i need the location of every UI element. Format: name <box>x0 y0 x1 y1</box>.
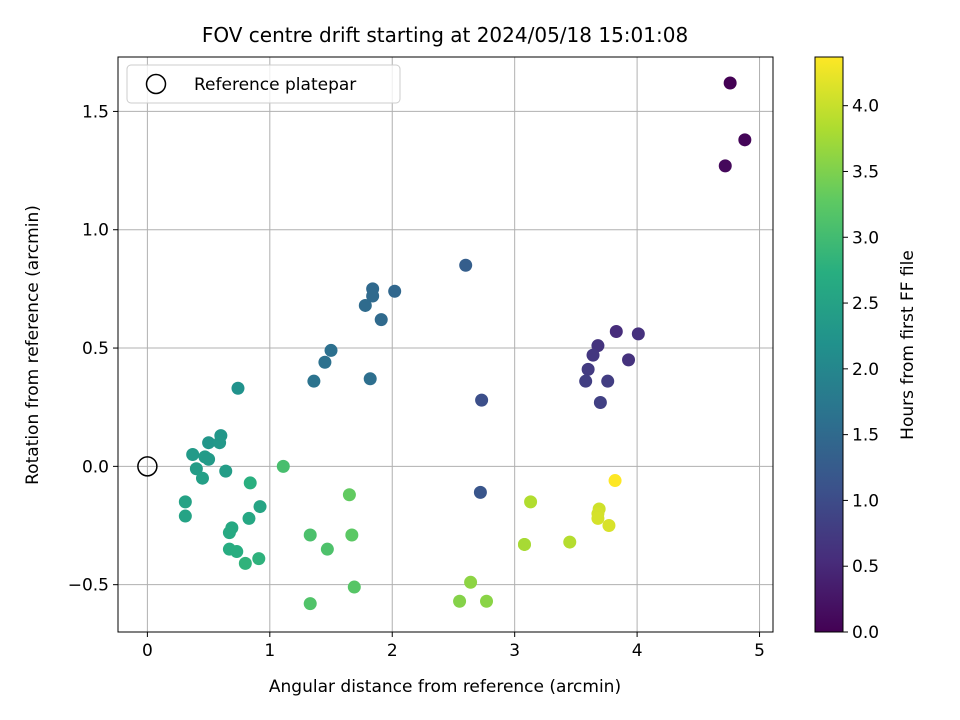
data-point <box>213 436 227 450</box>
reference-marker-layer <box>137 456 158 477</box>
data-point <box>593 395 607 409</box>
data-point <box>602 519 616 533</box>
y-tick-label: −0.5 <box>68 576 109 596</box>
data-point <box>586 348 600 362</box>
reference-platepar-marker <box>137 456 158 477</box>
colorbar-tick-label: 1.5 <box>852 426 879 446</box>
data-point <box>324 343 338 357</box>
colorbar-tick-label: 2.0 <box>852 360 879 380</box>
x-tick-label: 1 <box>264 641 275 661</box>
data-point <box>358 298 372 312</box>
data-point <box>563 535 577 549</box>
colorbar-axis: 0.0 0.5 1.0 1.5 2.0 2.5 3.0 3.5 4.0 <box>843 97 879 643</box>
data-point <box>303 528 317 542</box>
colorbar-tick-label: 0.0 <box>852 623 879 643</box>
data-point <box>622 353 636 367</box>
data-point <box>579 374 593 388</box>
data-point <box>219 464 233 478</box>
data-point <box>276 459 290 473</box>
data-point <box>242 511 256 525</box>
x-tick-label: 2 <box>387 641 398 661</box>
data-point <box>459 258 473 272</box>
data-point <box>363 372 377 386</box>
data-point <box>453 594 467 608</box>
x-axis: 0 1 2 3 4 5 <box>142 632 765 661</box>
legend-marker-icon <box>145 73 167 95</box>
data-point <box>524 495 538 509</box>
data-points <box>178 76 752 611</box>
colorbar-tick-label: 1.0 <box>852 491 879 511</box>
data-point <box>318 355 332 369</box>
data-point <box>475 393 489 407</box>
x-tick-label: 0 <box>142 641 153 661</box>
data-point <box>366 289 380 303</box>
data-point <box>320 542 334 556</box>
data-point <box>473 485 487 499</box>
data-point <box>178 509 192 523</box>
data-point <box>581 362 595 376</box>
data-point <box>723 76 737 90</box>
data-point <box>738 133 752 147</box>
y-axis-label: Rotation from reference (arcmin) <box>23 205 43 485</box>
data-point <box>303 597 317 611</box>
colorbar-gradient <box>814 56 844 633</box>
legend-box <box>126 64 401 104</box>
x-tick-label: 4 <box>632 641 643 661</box>
data-point <box>345 528 359 542</box>
grid <box>118 57 773 632</box>
y-tick-label: 0.0 <box>82 457 109 477</box>
colorbar-tick-label: 4.0 <box>852 97 879 117</box>
data-point <box>464 575 478 589</box>
data-point <box>347 580 361 594</box>
colorbar-tick-label: 3.0 <box>852 228 879 248</box>
data-point <box>388 284 402 298</box>
data-point <box>230 545 244 559</box>
data-point <box>342 488 356 502</box>
data-point <box>222 526 236 540</box>
data-point <box>591 511 605 525</box>
colorbar: 0.0 0.5 1.0 1.5 2.0 2.5 3.0 3.5 4.0 Hours from f… <box>814 56 918 643</box>
legend-label: Reference platepar <box>194 75 356 95</box>
colorbar-tick-label: 2.5 <box>852 294 879 314</box>
data-point <box>718 159 732 173</box>
chart-title: FOV centre drift starting at 2024/05/18 … <box>202 23 688 47</box>
colorbar-tick-label: 3.5 <box>852 162 879 182</box>
colorbar-tick-label: 0.5 <box>852 557 879 577</box>
data-point <box>202 436 216 450</box>
x-tick-label: 3 <box>509 641 520 661</box>
x-axis-label: Angular distance from reference (arcmin) <box>269 677 621 697</box>
x-tick-label: 5 <box>754 641 765 661</box>
data-point <box>480 594 494 608</box>
data-point <box>231 381 245 395</box>
data-point <box>252 552 266 566</box>
data-point <box>189 462 203 476</box>
data-point <box>186 448 200 462</box>
plot-frame <box>117 56 774 633</box>
data-point <box>243 476 257 490</box>
y-tick-label: 0.5 <box>82 339 109 359</box>
y-tick-label: 1.5 <box>82 102 109 122</box>
data-point <box>307 374 321 388</box>
data-point <box>195 471 209 485</box>
data-point <box>202 452 216 466</box>
data-point <box>609 324 623 338</box>
data-point <box>238 556 252 570</box>
data-point <box>253 500 267 514</box>
legend: Reference platepar <box>126 64 401 104</box>
y-axis: −0.5 0.0 0.5 1.0 1.5 <box>68 102 118 596</box>
colorbar-label: Hours from first FF file <box>898 250 918 440</box>
data-point <box>608 474 622 488</box>
data-point <box>601 374 615 388</box>
data-point <box>374 313 388 327</box>
data-point <box>631 327 645 341</box>
y-tick-label: 1.0 <box>82 221 109 241</box>
data-point <box>178 495 192 509</box>
data-point <box>517 537 531 551</box>
